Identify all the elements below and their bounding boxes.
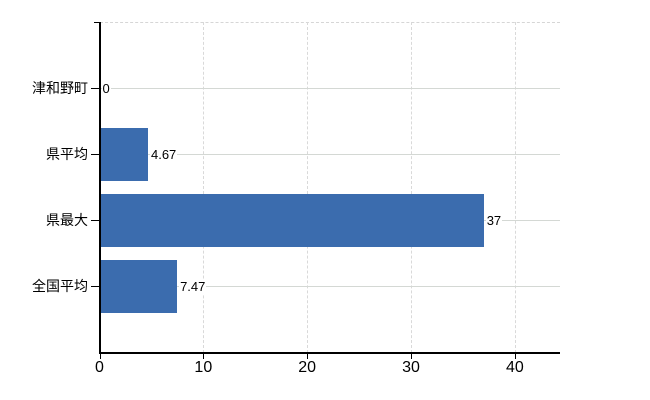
bar (100, 127, 148, 181)
x-axis-tick (514, 352, 516, 359)
value-label: 7.47 (179, 278, 207, 294)
x-axis-tick (99, 352, 101, 359)
plot-top-gridline (99, 21, 560, 23)
bar (100, 259, 178, 313)
v-gridline (307, 22, 309, 353)
v-gridline (411, 22, 412, 353)
category-label: 全国平均 (32, 278, 88, 295)
h-gridline (100, 153, 560, 155)
y-axis-tick (90, 87, 100, 89)
x-axis-tick (203, 352, 205, 359)
category-label: 県最大 (46, 212, 88, 229)
v-gridline (514, 22, 516, 353)
value-label: 37 (485, 212, 503, 228)
y-axis-tick (90, 219, 100, 221)
y-axis-tick (90, 153, 100, 155)
x-axis-line (98, 351, 560, 354)
x-tick-label: 20 (298, 358, 317, 376)
v-gridline (203, 22, 205, 353)
x-tick-label: 40 (505, 358, 524, 376)
x-tick-label: 10 (194, 358, 213, 376)
x-axis-tick (411, 352, 412, 359)
category-label: 津和野町 (32, 80, 88, 97)
value-label: 0 (101, 80, 111, 96)
h-gridline (100, 285, 560, 287)
x-tick-label: 0 (95, 358, 104, 376)
x-axis-tick (307, 352, 309, 359)
y-axis-line (98, 22, 101, 354)
category-label: 県平均 (46, 146, 88, 163)
y-axis-tick (90, 285, 100, 287)
bar (100, 193, 484, 247)
h-gridline (100, 87, 560, 89)
value-label: 4.67 (149, 146, 178, 162)
y-axis-top-tick (93, 21, 100, 23)
x-tick-label: 30 (402, 358, 420, 376)
